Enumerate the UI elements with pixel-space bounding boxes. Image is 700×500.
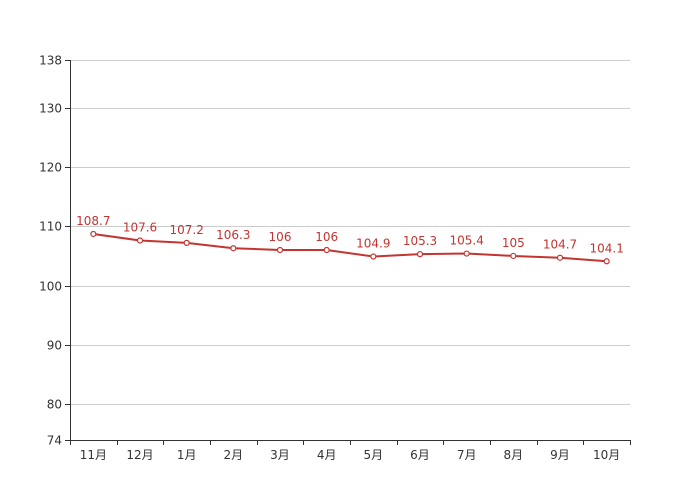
- x-tick-label: 9月: [550, 448, 570, 462]
- data-labels: 108.7 107.6 107.2 106.3 106 106 104.9 105.3 105.…: [76, 214, 624, 255]
- grid-lines: [70, 60, 630, 405]
- x-tick-label: 4月: [317, 448, 337, 462]
- x-tick-label: 6月: [410, 448, 430, 462]
- data-point[interactable]: [416, 251, 424, 258]
- series-line: [93, 232, 607, 263]
- data-point[interactable]: [230, 245, 237, 252]
- x-tick-label: 7月: [457, 448, 477, 462]
- data-label: 104.9: [356, 237, 390, 251]
- y-tick-label: 80: [47, 398, 62, 412]
- data-point[interactable]: [276, 246, 284, 254]
- y-tick-label: 120: [39, 161, 62, 175]
- data-label: 106: [315, 230, 338, 244]
- y-axis-tick-labels: 74 80 90 100 110 120 130 138: [39, 54, 62, 448]
- x-tick-label: 11月: [80, 448, 107, 462]
- y-tick-label: 138: [39, 54, 62, 68]
- data-point[interactable]: [603, 258, 610, 265]
- data-label: 105.3: [403, 234, 437, 248]
- x-axis-tick-labels: 11月 12月 1月 2月 3月 4月 5月 6月 7月 8月 9月 10月: [80, 448, 621, 462]
- data-label: 106.3: [216, 228, 250, 242]
- data-label: 104.7: [543, 238, 577, 252]
- y-tick-label: 74: [47, 434, 62, 448]
- data-label: 108.7: [76, 214, 110, 228]
- data-label: 105: [502, 236, 525, 250]
- y-tick-label: 110: [39, 220, 62, 234]
- x-tick-label: 8月: [504, 448, 524, 462]
- x-tick-label: 5月: [364, 448, 384, 462]
- y-tick-label: 130: [39, 102, 62, 116]
- x-tick-label: 12月: [126, 448, 153, 462]
- data-point[interactable]: [136, 237, 144, 244]
- data-point[interactable]: [90, 230, 97, 238]
- x-tick-label: 3月: [270, 448, 290, 462]
- axes: [65, 60, 631, 445]
- y-tick-label: 100: [39, 280, 62, 294]
- data-label: 107.2: [169, 223, 203, 237]
- data-point[interactable]: [510, 252, 517, 260]
- y-tick-label: 90: [47, 339, 62, 353]
- data-point[interactable]: [556, 254, 564, 261]
- series-layer: [90, 230, 610, 265]
- data-label: 105.4: [449, 234, 483, 248]
- data-point[interactable]: [323, 246, 330, 254]
- data-label: 104.1: [589, 241, 623, 255]
- data-point[interactable]: [463, 250, 470, 257]
- data-label: 106: [269, 230, 292, 244]
- data-point[interactable]: [183, 239, 190, 246]
- x-tick-label: 10月: [593, 448, 620, 462]
- data-label: 107.6: [123, 221, 157, 235]
- x-tick-label: 2月: [224, 448, 244, 462]
- x-tick-label: 1月: [177, 448, 197, 462]
- data-point[interactable]: [370, 253, 377, 260]
